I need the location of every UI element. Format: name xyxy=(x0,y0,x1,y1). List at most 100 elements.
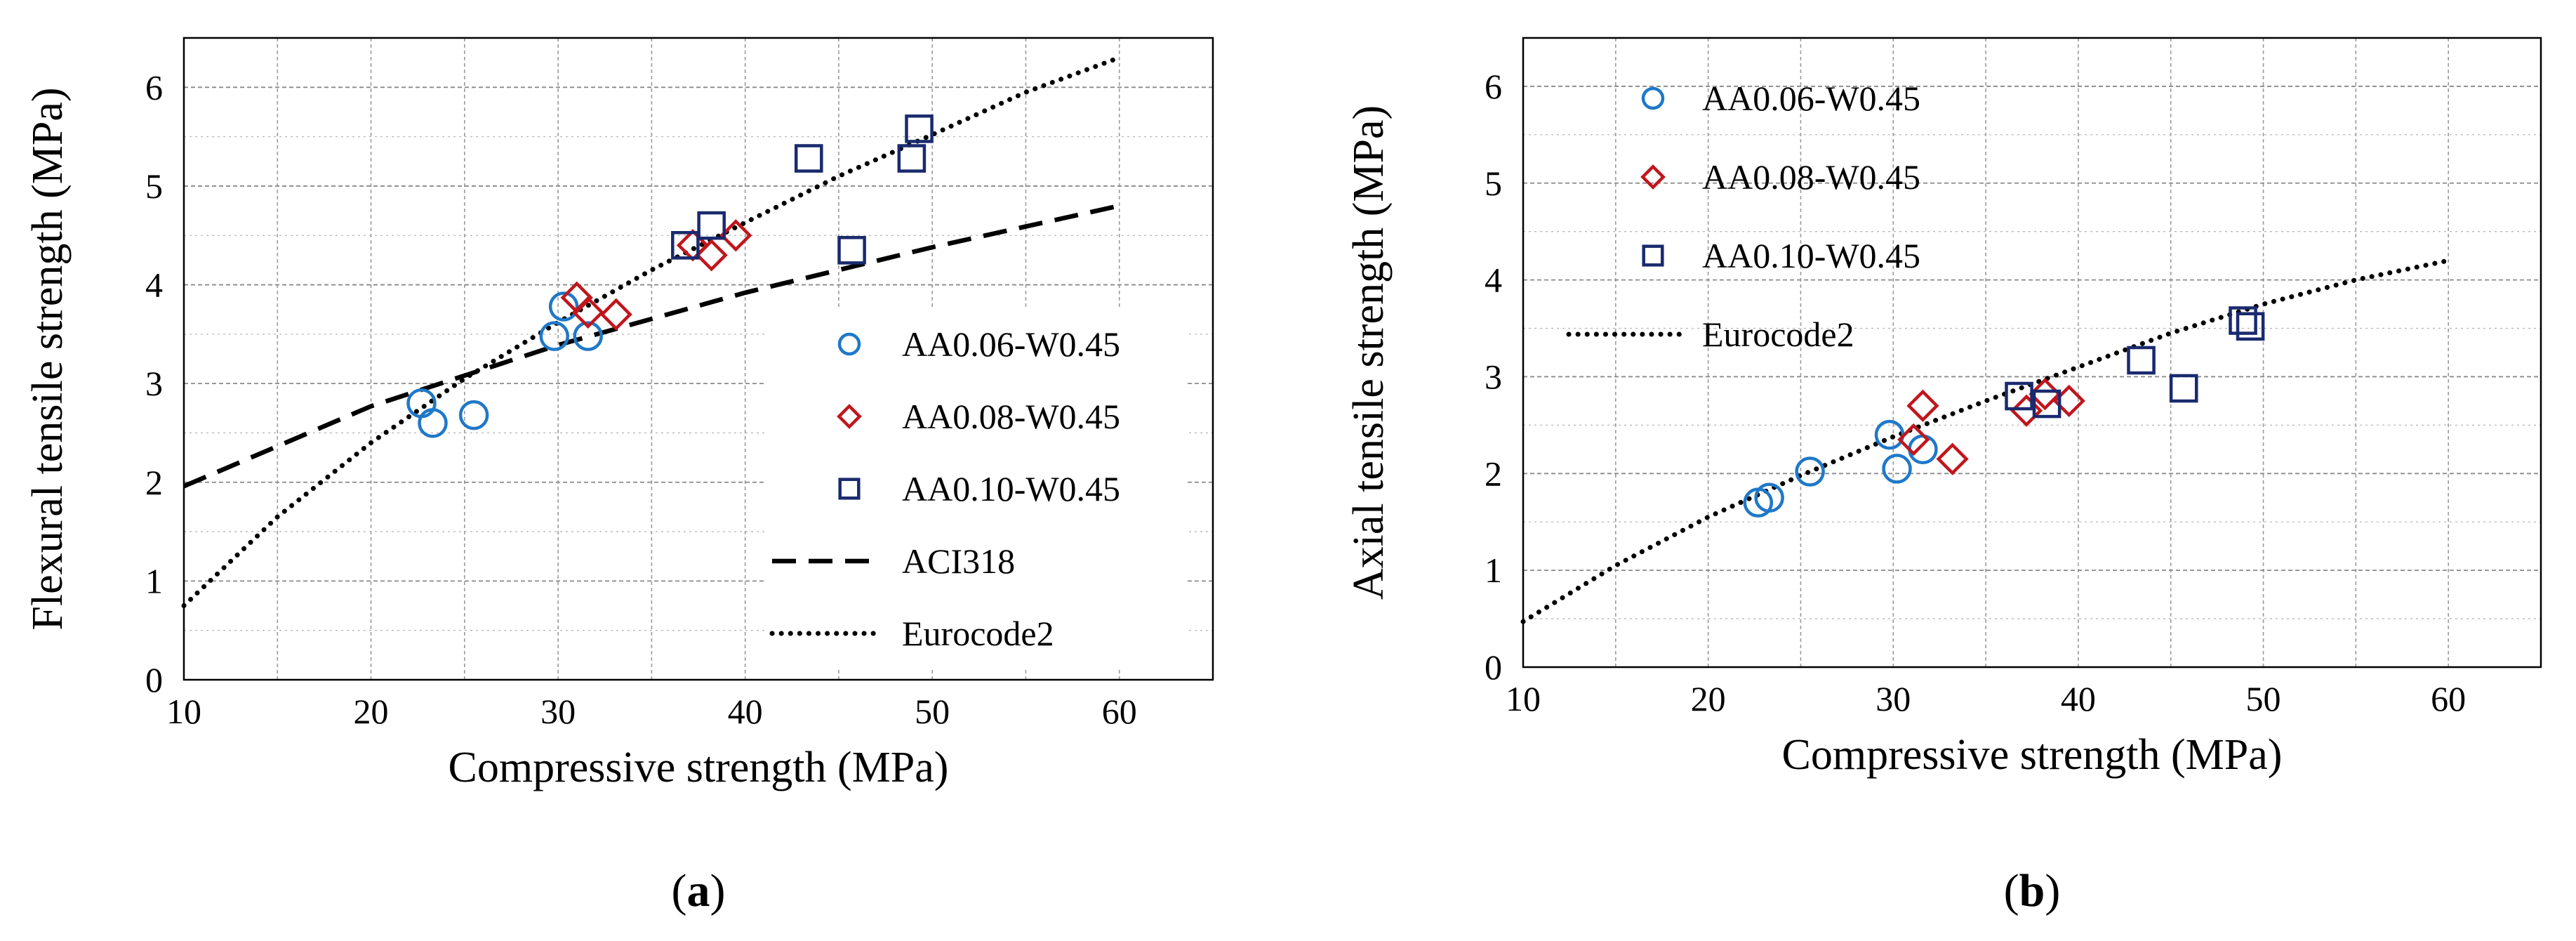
diamond-data-point xyxy=(695,239,728,272)
legend-square-swatch xyxy=(838,478,861,500)
panel-b-axial-chart: 10 20 30 40 50 60 0 1 2 3 4 5 6 AA0.06-W0.45 AA0.08-… xyxy=(1345,37,2542,916)
legend-item: ACI318 xyxy=(772,541,1015,581)
legend-item: AA0.10-W0.45 xyxy=(838,469,1120,508)
panel-a-x-ticks: 10 20 30 40 50 60 xyxy=(166,692,1137,731)
legend-label: AA0.06-W0.45 xyxy=(902,324,1120,364)
legend-label: Eurocode2 xyxy=(1702,315,1854,354)
y-tick-label: 4 xyxy=(1485,261,1502,300)
panel-a-legend: AA0.06-W0.45 AA0.08-W0.45 AA0.10-W0.45 ACI3… xyxy=(765,309,1186,667)
panel-a-y-ticks: 0 1 2 3 4 5 6 xyxy=(145,67,163,699)
legend-square-swatch xyxy=(1642,244,1664,267)
legend-item: AA0.06-W0.45 xyxy=(1641,79,1920,118)
x-tick-label: 40 xyxy=(728,692,763,731)
circle-data-point xyxy=(539,321,570,351)
panel-a-flexural-chart: 10 20 30 40 50 60 0 1 2 3 4 5 6 AA0.06-W0.45 AA0.08-… xyxy=(24,37,1214,916)
legend-label: AA0.10-W0.45 xyxy=(1702,236,1920,275)
square-data-point xyxy=(2236,312,2265,341)
diamond-data-point xyxy=(2010,394,2043,427)
legend-circle-swatch xyxy=(1641,86,1665,110)
x-tick-label: 20 xyxy=(354,692,389,731)
diamond-data-point xyxy=(2029,378,2062,411)
circle-data-point xyxy=(458,400,489,430)
diamond-data-point xyxy=(1936,442,1969,475)
legend-label: ACI318 xyxy=(902,541,1015,581)
panel-a-plot-frame xyxy=(182,37,1214,681)
x-tick-label: 20 xyxy=(1691,679,1726,718)
square-data-point xyxy=(671,230,700,260)
square-data-point xyxy=(794,144,823,173)
legend-background xyxy=(765,309,1186,667)
x-tick-label: 60 xyxy=(1102,692,1137,731)
y-tick-label: 3 xyxy=(145,364,163,403)
circle-data-point xyxy=(573,321,603,351)
diamond-data-point xyxy=(571,296,604,329)
legend-item: AA0.08-W0.45 xyxy=(1640,157,1920,197)
panel-a-x-axis-label: Compressive strength (MPa) xyxy=(449,744,949,791)
y-tick-label: 0 xyxy=(145,660,163,699)
legend-item: AA0.10-W0.45 xyxy=(1642,236,1920,275)
panel-b-gridlines xyxy=(1523,38,2541,667)
y-tick-label: 2 xyxy=(145,463,163,502)
legend-item: AA0.06-W0.45 xyxy=(837,324,1120,364)
panel-b-data-points xyxy=(1743,306,2265,518)
square-data-point xyxy=(897,144,927,173)
y-tick-label: 4 xyxy=(145,265,163,305)
square-data-point xyxy=(2169,374,2198,403)
legend-item: Eurocode2 xyxy=(1566,315,1854,354)
legend-label: AA0.08-W0.45 xyxy=(902,397,1120,436)
panel-b-y-ticks: 0 1 2 3 4 5 6 xyxy=(1485,67,1502,687)
circle-data-point xyxy=(1754,482,1784,513)
y-tick-label: 5 xyxy=(1485,164,1502,203)
circle-data-point xyxy=(1908,434,1938,465)
x-tick-label: 50 xyxy=(915,692,950,731)
panel-b-model-lines xyxy=(1520,258,2451,624)
y-tick-label: 0 xyxy=(1485,647,1502,687)
y-tick-label: 2 xyxy=(1485,454,1502,493)
eurocode2-curve xyxy=(1520,258,2451,624)
legend-label: AA0.10-W0.45 xyxy=(902,469,1120,508)
y-tick-label: 1 xyxy=(145,561,163,600)
legend-diamond-swatch xyxy=(837,404,862,429)
x-tick-label: 60 xyxy=(2431,679,2466,718)
x-tick-label: 30 xyxy=(540,692,576,731)
x-tick-label: 40 xyxy=(2061,679,2096,718)
y-tick-label: 6 xyxy=(1485,67,1502,106)
square-data-point xyxy=(2127,346,2156,375)
square-data-point xyxy=(2032,389,2062,419)
x-tick-label: 50 xyxy=(2246,679,2281,718)
square-data-point xyxy=(697,211,726,240)
legend-label: AA0.08-W0.45 xyxy=(1702,157,1920,197)
panel-b-subfigure-label: (b) xyxy=(2004,865,2061,916)
panel-a-y-axis-label: Flexural tensile strength (MPa) xyxy=(24,87,72,630)
legend-item: Eurocode2 xyxy=(769,614,1054,653)
legend-circle-swatch xyxy=(837,332,861,356)
diamond-data-point xyxy=(599,298,632,331)
y-tick-label: 6 xyxy=(145,67,163,107)
panel-b-y-axis-label: Axial tensile strength (MPa) xyxy=(1345,105,1393,600)
circle-data-point xyxy=(418,408,448,438)
panel-b-letter: b xyxy=(2019,865,2045,916)
panel-b-plot-frame xyxy=(1522,37,2542,669)
square-data-point xyxy=(837,236,866,265)
aci318-curve xyxy=(182,203,1120,489)
panel-a-data-points xyxy=(406,114,934,438)
square-data-point xyxy=(905,114,934,143)
square-data-point xyxy=(2229,306,2257,335)
panel-a-model-lines xyxy=(181,55,1122,608)
y-tick-label: 1 xyxy=(1485,551,1502,590)
eurocode2-curve xyxy=(181,55,1122,608)
circle-data-point xyxy=(1882,454,1912,484)
legend-item: AA0.08-W0.45 xyxy=(837,397,1120,436)
legend-label: Eurocode2 xyxy=(902,614,1054,653)
legend-diamond-swatch xyxy=(1640,164,1666,190)
diamond-data-point xyxy=(1906,389,1939,422)
circle-data-point xyxy=(1795,456,1825,487)
square-data-point xyxy=(2005,381,2033,411)
panel-b-x-ticks: 10 20 30 40 50 60 xyxy=(1506,679,2466,718)
panel-b-legend: AA0.06-W0.45 AA0.08-W0.45 AA0.10-W0.45 Euro… xyxy=(1566,79,1920,354)
panel-a-letter: a xyxy=(687,865,710,916)
panel-a-subfigure-label: (a) xyxy=(672,865,726,916)
diamond-data-point xyxy=(1897,423,1930,456)
x-tick-label: 30 xyxy=(1875,679,1911,718)
